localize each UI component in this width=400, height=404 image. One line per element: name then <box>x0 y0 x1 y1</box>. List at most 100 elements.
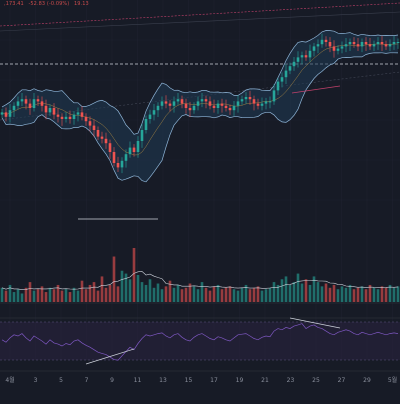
ohlc-readout: ,173.41 -52.83 (-0.09%) 19.13 <box>4 1 92 7</box>
volume-average-line <box>1 271 399 291</box>
candle-body <box>224 105 228 108</box>
x-tick-label: 3 <box>34 377 38 384</box>
candle-body <box>324 39 328 42</box>
volume-bar <box>24 287 28 302</box>
x-tick-label: 11 <box>134 377 142 384</box>
volume-bar <box>344 287 348 302</box>
volume-bar <box>268 287 272 302</box>
candle-body <box>360 42 364 47</box>
candle-body <box>200 99 204 102</box>
volume-bar <box>100 276 104 302</box>
volume-bar <box>188 283 192 302</box>
candle-body <box>256 103 260 106</box>
volume-bar <box>64 289 68 302</box>
volume-bar <box>232 289 236 302</box>
candle-body <box>56 114 60 117</box>
volume-bar <box>316 282 320 302</box>
volume-bar <box>292 282 296 302</box>
volume-bar <box>360 286 364 302</box>
volume-bar <box>112 256 116 302</box>
volume-bar <box>52 289 56 302</box>
x-tick-label: 29 <box>363 377 371 384</box>
volume-bar <box>184 287 188 302</box>
candle-body <box>348 42 352 45</box>
candle-body <box>368 44 372 47</box>
volume-bar <box>80 280 84 302</box>
volume-bar <box>324 283 328 302</box>
candle-body <box>112 152 116 163</box>
candle-body <box>148 114 152 119</box>
candle-body <box>128 147 132 155</box>
candle-body <box>144 119 148 130</box>
x-tick-label: 5월 <box>388 376 397 384</box>
candle-body <box>220 103 224 106</box>
candle-body <box>116 163 120 168</box>
candle-body <box>120 160 124 168</box>
volume-bar <box>32 290 36 302</box>
candle-body <box>288 66 292 71</box>
candle-body <box>192 105 196 111</box>
candle-body <box>160 101 164 106</box>
bollinger-band-fill <box>2 30 398 182</box>
candle-body <box>88 121 92 126</box>
candle-body <box>164 101 168 104</box>
x-tick-label: 19 <box>236 377 244 384</box>
candle-body <box>328 42 332 47</box>
volume-bar <box>244 284 248 302</box>
candle-body <box>376 42 380 45</box>
volume-bar <box>372 287 376 302</box>
candle-body <box>28 103 32 108</box>
bollinger-upper-line <box>1 30 399 135</box>
volume-bar <box>264 289 268 302</box>
candle-body <box>232 105 236 111</box>
candle-body <box>392 42 396 45</box>
volume-bar <box>92 282 96 302</box>
candle-body <box>260 103 264 106</box>
candle-body <box>4 112 8 117</box>
volume-bar <box>208 290 212 302</box>
candle-body <box>136 141 140 152</box>
volume-bar <box>4 290 8 302</box>
candle-body <box>176 99 180 102</box>
volume-bar <box>140 282 144 302</box>
volume-bar <box>252 287 256 302</box>
volume-bar <box>116 286 120 302</box>
candle-body <box>188 108 192 111</box>
bollinger-middle-line <box>1 43 399 156</box>
candle-body <box>300 55 304 58</box>
candle-body <box>212 105 216 108</box>
candle-body <box>216 103 220 108</box>
rsi-band-fill <box>0 322 400 360</box>
candle-body <box>380 42 384 45</box>
x-tick-label: 21 <box>261 377 269 384</box>
candle-body <box>48 108 52 113</box>
rsi-divergence-line <box>85 348 135 365</box>
volume-bar <box>212 286 216 302</box>
candle-body <box>52 108 56 115</box>
candle-body <box>0 112 4 115</box>
x-tick-label: 25 <box>312 377 320 384</box>
candle-body <box>84 116 88 122</box>
volume-bar <box>352 289 356 302</box>
x-tick-label: 23 <box>287 377 295 384</box>
x-tick-label: 17 <box>210 377 218 384</box>
volume-bar <box>280 279 284 302</box>
candle-body <box>312 46 316 51</box>
volume-bar <box>172 287 176 302</box>
rsi-line <box>1 323 399 361</box>
volume-bar <box>60 290 64 302</box>
x-tick-label: 4월 <box>5 376 14 384</box>
candle-body <box>108 143 112 152</box>
volume-bar <box>296 273 300 302</box>
candle-body <box>208 101 212 106</box>
volume-bar <box>36 289 40 302</box>
volume-bar <box>104 287 108 302</box>
volume-bar <box>336 289 340 302</box>
x-tick-label: 9 <box>110 377 114 384</box>
candle-body <box>308 50 312 58</box>
candle-body <box>8 110 12 117</box>
volume-bar <box>308 284 312 302</box>
candle-body <box>132 147 136 152</box>
candle-body <box>24 99 28 104</box>
